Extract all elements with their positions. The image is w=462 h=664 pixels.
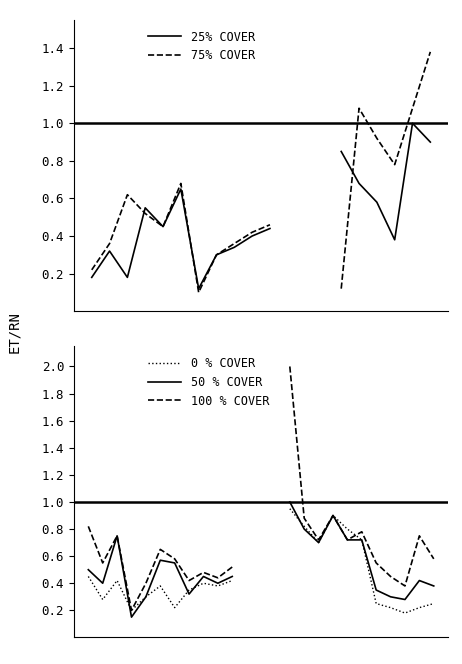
Legend: 0 % COVER, 50 % COVER, 100 % COVER: 0 % COVER, 50 % COVER, 100 % COVER: [143, 352, 274, 412]
Text: ET/RN: ET/RN: [7, 311, 21, 353]
Legend: 25% COVER, 75% COVER: 25% COVER, 75% COVER: [143, 26, 260, 67]
